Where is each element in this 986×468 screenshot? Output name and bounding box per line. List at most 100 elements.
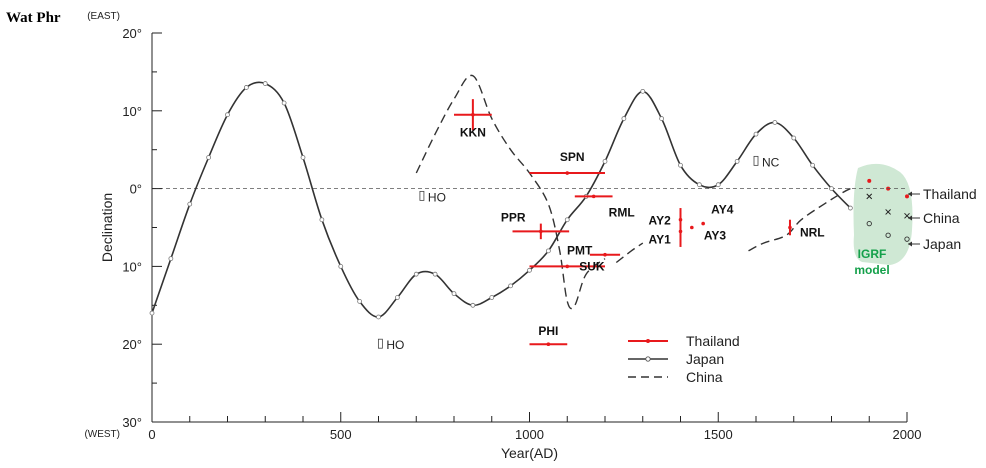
- japan-point: [640, 88, 646, 94]
- site-label-ay2: AY2: [649, 214, 672, 228]
- site-label-phi: PHI: [538, 324, 558, 338]
- japan-point: [772, 120, 778, 125]
- right-label-arrowhead: [908, 241, 912, 247]
- thailand-point: [678, 229, 683, 234]
- y-tick-label: 20°: [122, 337, 142, 352]
- thailand-point: [539, 229, 543, 234]
- x-tick-label: 2000: [893, 427, 922, 442]
- site-label-suk: SUK: [579, 259, 605, 273]
- igrf-japan-point: [904, 236, 910, 242]
- y-tick-label: 10°: [122, 259, 142, 274]
- right-label-japan: Japan: [923, 236, 961, 252]
- japan-point: [432, 271, 438, 277]
- chart-title: Wat Phr: [6, 10, 61, 26]
- china-curve: [748, 187, 851, 252]
- japan-point: [715, 182, 721, 188]
- japan-point: [847, 205, 853, 211]
- japan-point: [243, 85, 249, 90]
- thailand-point: [546, 342, 551, 347]
- site-label-ay4: AY4: [711, 203, 734, 217]
- right-labels: Thailand China Japan: [908, 186, 977, 252]
- japan-point: [527, 267, 532, 273]
- ho-label: HO: [428, 190, 446, 204]
- japan-point: [225, 112, 230, 118]
- right-label-thailand: Thailand: [923, 186, 977, 202]
- japan-point: [678, 162, 683, 168]
- site-label-kkn: KKN: [460, 126, 486, 140]
- japan-point: [300, 155, 306, 160]
- japan-point: [149, 310, 155, 316]
- legend-label-china: China: [686, 369, 723, 385]
- y-axis-title: Declination: [99, 193, 115, 262]
- japan-point: [753, 131, 759, 137]
- japan-point: [262, 81, 268, 86]
- japan-point: [187, 201, 193, 207]
- y-tick-label: 0°: [130, 182, 142, 197]
- y-tick-label: 10°: [122, 104, 142, 119]
- site-label-spn: SPN: [560, 150, 585, 164]
- japan-point: [829, 186, 834, 192]
- thailand-point: [690, 225, 694, 230]
- japan-point: [357, 299, 363, 304]
- japan-curve: [151, 81, 851, 318]
- igrf-label-line2: model: [854, 263, 889, 277]
- japan-point: [470, 302, 476, 308]
- japan-point: [338, 263, 344, 269]
- igrf-china-point: [904, 212, 910, 219]
- japan-point: [621, 116, 627, 121]
- site-label-rml: RML: [609, 205, 635, 219]
- y-tick-label: 20°: [122, 26, 142, 41]
- igrf-japan-point: [885, 232, 891, 238]
- japan-point: [281, 100, 287, 106]
- x-axis-title: Year(AD): [501, 445, 558, 461]
- site-label-ay3: AY3: [704, 229, 727, 243]
- x-tick-label: 1500: [704, 427, 733, 442]
- thailand-point: [565, 264, 570, 269]
- site-label-ppr: PPR: [501, 210, 526, 224]
- igrf-label-line1: IGRF: [858, 247, 887, 261]
- japan-point: [564, 217, 570, 223]
- igrf-china-point: [866, 193, 873, 200]
- legend-japan-dot: [645, 356, 651, 362]
- x-tick-label: 0: [148, 427, 155, 442]
- thailand-point: [471, 112, 475, 117]
- legend: Thailand Japan China: [628, 333, 740, 385]
- japan-point: [508, 283, 514, 289]
- right-label-arrowhead: [908, 215, 912, 221]
- legend-label-japan: Japan: [686, 351, 724, 367]
- thailand-point: [565, 171, 570, 175]
- x-tick-label: 500: [330, 427, 352, 442]
- japan-point: [413, 271, 419, 277]
- japan-point: [545, 248, 551, 254]
- site-label-ay1: AY1: [649, 232, 672, 246]
- thailand-point: [701, 221, 705, 226]
- x-tick-label: 1000: [515, 427, 544, 442]
- axes: 20° 10° 0° 10° 20° 30° (EAST) (WEST) 0 500 1000 150…: [84, 11, 921, 461]
- japan-point: [489, 295, 495, 300]
- y-bottom-note: (WEST): [84, 429, 120, 440]
- ho-label: HO: [386, 338, 404, 352]
- thailand-point: [591, 194, 596, 199]
- legend-thailand-dot: [646, 339, 650, 343]
- ho-marker: [753, 155, 759, 166]
- japan-point: [376, 314, 381, 320]
- igrf-china-point: [885, 209, 891, 215]
- y-tick-label: 30°: [122, 415, 142, 430]
- igrf-model-region: IGRF model: [853, 163, 913, 277]
- japan-point: [696, 182, 702, 188]
- japan-point: [451, 291, 457, 297]
- right-label-china: China: [923, 210, 960, 226]
- ho-marker: [419, 190, 425, 201]
- right-label-arrowhead: [908, 191, 912, 197]
- igrf-japan-point: [866, 220, 872, 227]
- japan-point: [602, 158, 608, 164]
- ho-marker: [377, 338, 383, 349]
- y-top-note: (EAST): [87, 11, 120, 22]
- igrf-thailand-point: [905, 194, 909, 199]
- thailand-point: [788, 225, 792, 230]
- japan-point: [206, 155, 212, 160]
- japan-point: [791, 135, 797, 141]
- legend-label-thailand: Thailand: [686, 333, 740, 349]
- japan-point: [659, 116, 665, 121]
